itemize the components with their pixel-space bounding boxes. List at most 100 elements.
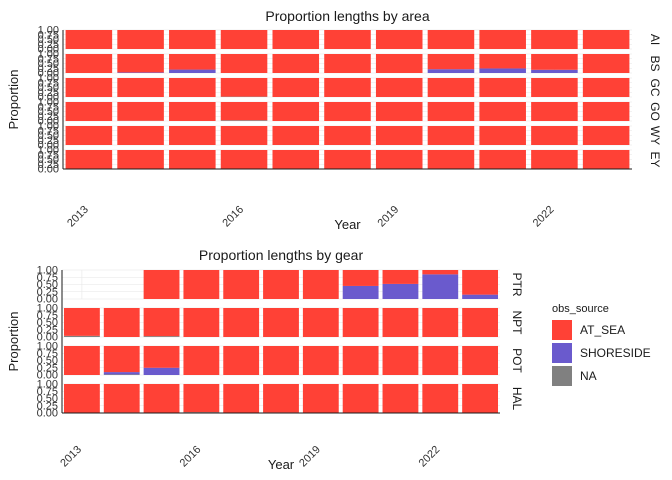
bar-go-2018-at-sea xyxy=(324,102,371,121)
bar-bs-2017-at-sea xyxy=(272,54,320,73)
bar-pot-2021-at-sea xyxy=(382,346,419,375)
y-tick-label: 0.50 xyxy=(38,106,59,118)
bar-wy-2016-at-sea xyxy=(220,126,268,145)
bar-ptr-2022-shoreside xyxy=(422,274,459,299)
area-chart: Proportion lengths by area Proportion Year… xyxy=(6,8,662,232)
bar-ptr-2023-shoreside xyxy=(462,294,499,299)
y-tick-label: 0.75 xyxy=(38,149,59,161)
bar-ai-2022-at-sea xyxy=(531,30,578,49)
chart-title: Proportion lengths by gear xyxy=(199,247,364,263)
bar-bs-2022-shoreside xyxy=(531,69,578,73)
bar-ai-2021-at-sea xyxy=(479,30,526,49)
y-tick-label: 0.25 xyxy=(38,111,59,123)
y-tick-label: 0.00 xyxy=(38,68,59,80)
bar-ey-2016-at-sea xyxy=(220,150,268,169)
legend-label: AT_SEA xyxy=(580,323,625,337)
bar-ey-2013-at-sea xyxy=(65,150,113,169)
bar-gc-2015-at-sea xyxy=(169,78,216,97)
x-tick-label: 2013 xyxy=(58,444,84,470)
y-tick-label: 0.00 xyxy=(38,140,59,152)
x-tick-label: 2022 xyxy=(531,204,557,230)
facet-strip-label: NPT xyxy=(510,311,524,336)
y-tick-label: 0.00 xyxy=(38,164,59,176)
bar-go-2022-at-sea xyxy=(531,102,578,121)
x-tick-label: 2016 xyxy=(220,204,246,230)
y-tick-label: 0.75 xyxy=(38,77,59,89)
bar-gc-2021-at-sea xyxy=(479,78,526,97)
bar-ai-2014-at-sea xyxy=(117,30,164,49)
bar-ey-2014-at-sea xyxy=(117,150,164,169)
y-tick-label: 1.00 xyxy=(38,145,59,157)
bar-bs-2015-shoreside xyxy=(169,69,216,73)
y-tick-label: 0.50 xyxy=(38,154,59,166)
y-tick-label: 0.25 xyxy=(37,400,58,412)
bar-npt-2018-at-sea xyxy=(263,308,299,337)
bar-wy-2015-at-sea xyxy=(169,126,216,145)
y-tick-label: 0.50 xyxy=(37,393,58,405)
bar-hal-2021-at-sea xyxy=(382,384,419,413)
y-tick-label: 0.75 xyxy=(37,348,58,360)
bar-hal-2018-at-sea xyxy=(263,384,299,413)
bar-pot-2017-at-sea xyxy=(223,346,260,375)
y-tick-label: 0.50 xyxy=(38,34,59,46)
bar-wy-2017-at-sea xyxy=(272,126,320,145)
y-tick-label: 0.25 xyxy=(38,87,59,99)
y-tick-label: 0.50 xyxy=(37,317,58,329)
legend-swatch-at-sea xyxy=(552,320,572,340)
facet-panel-npt: 0.000.250.500.751.00 NPT xyxy=(37,303,524,344)
y-tick-label: 0.00 xyxy=(38,92,59,104)
bar-gc-2019-at-sea xyxy=(375,78,423,97)
y-tick-label: 0.00 xyxy=(38,44,59,56)
bar-go-2019-at-sea xyxy=(375,102,423,121)
bar-wy-2013-at-sea xyxy=(65,126,113,145)
bar-ey-2022-at-sea xyxy=(531,150,578,169)
x-axis-label: Year xyxy=(268,457,295,472)
y-tick-label: 0.25 xyxy=(38,39,59,51)
y-tick-label: 1.00 xyxy=(37,303,58,315)
bar-ptr-2020-shoreside xyxy=(342,285,379,299)
bar-pot-2019-at-sea xyxy=(302,346,339,375)
bar-bs-2015-at-sea xyxy=(169,54,216,70)
bar-ey-2015-at-sea xyxy=(169,150,216,169)
bar-gc-2016-at-sea xyxy=(220,78,268,97)
bar-hal-2013-at-sea xyxy=(63,384,100,413)
facet-panel-go: 0.000.250.500.751.00 GO xyxy=(38,97,662,128)
bar-hal-2020-at-sea xyxy=(342,384,379,413)
bar-bs-2018-at-sea xyxy=(324,54,371,73)
bar-ai-2015-at-sea xyxy=(169,30,216,49)
bar-gc-2018-at-sea xyxy=(324,78,371,97)
bar-npt-2015-na xyxy=(143,336,180,337)
bar-go-2016-at-sea xyxy=(220,102,268,121)
bar-npt-2016-at-sea xyxy=(183,308,220,337)
y-tick-label: 0.75 xyxy=(38,125,59,137)
x-tick-label: 2022 xyxy=(417,444,443,470)
bar-wy-2020-at-sea xyxy=(427,126,475,145)
bar-wy-2019-at-sea xyxy=(375,126,423,145)
facet-panel-pot: 0.000.250.500.751.00 POT xyxy=(37,341,524,382)
y-tick-label: 0.25 xyxy=(37,324,58,336)
y-tick-label: 0.50 xyxy=(38,58,59,70)
y-tick-label: 0.00 xyxy=(37,370,58,382)
bar-bs-2016-at-sea xyxy=(220,54,268,73)
bar-npt-2013-na xyxy=(63,335,100,337)
bar-pot-2015-shoreside xyxy=(143,367,180,375)
facet-strip-label: BS xyxy=(648,55,662,71)
y-tick-label: 0.00 xyxy=(37,294,58,306)
y-axis-label: Proportion xyxy=(6,312,21,372)
bar-ey-2017-at-sea xyxy=(272,150,320,169)
bar-go-2023-at-sea xyxy=(582,102,630,121)
y-tick-label: 1.00 xyxy=(38,25,59,37)
y-tick-label: 0.75 xyxy=(38,101,59,113)
bar-pot-2014-at-sea xyxy=(103,346,140,373)
bar-ai-2019-at-sea xyxy=(375,30,423,49)
facet-strip-label: EY xyxy=(648,151,662,167)
legend-label: NA xyxy=(580,369,597,383)
bar-ptr-2021-at-sea xyxy=(382,270,419,284)
bar-bs-2020-at-sea xyxy=(427,54,475,70)
bar-ptr-2021-shoreside xyxy=(382,283,419,299)
bar-gc-2020-at-sea xyxy=(427,78,475,97)
bar-wy-2014-at-sea xyxy=(117,126,164,145)
bar-bs-2020-shoreside xyxy=(427,69,475,73)
bar-gc-2022-at-sea xyxy=(531,78,578,97)
y-tick-label: 0.75 xyxy=(37,386,58,398)
